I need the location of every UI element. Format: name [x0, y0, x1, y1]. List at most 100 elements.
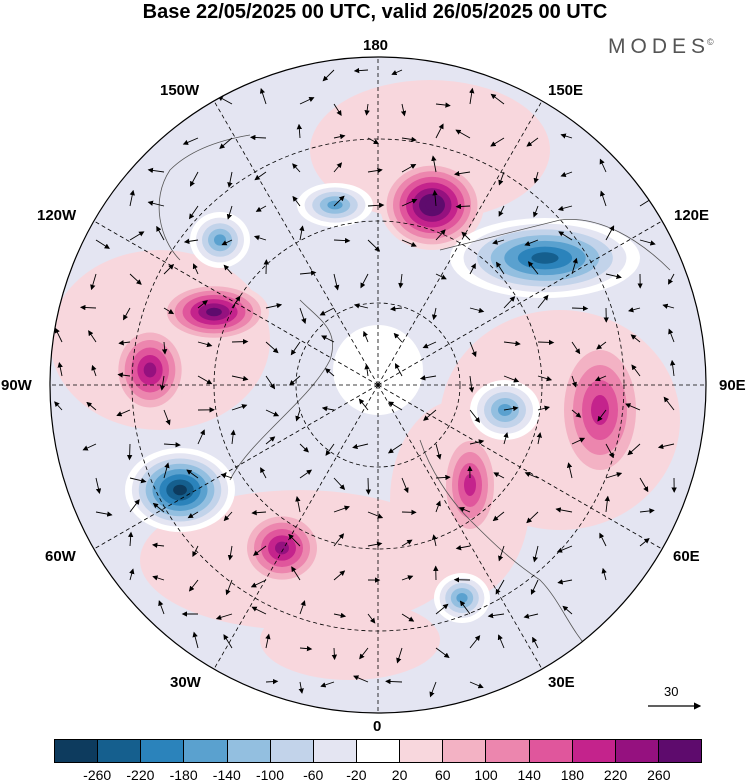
wind-arrow: [364, 103, 370, 116]
wind-arrow: [147, 200, 165, 207]
wind-arrow: [557, 579, 573, 585]
wind-arrow: [192, 631, 199, 649]
wind-arrow: [492, 239, 505, 245]
wind-arrow: [401, 198, 418, 207]
wind-arrow: [187, 511, 199, 519]
wind-arrow: [333, 162, 343, 173]
wind-arrow: [662, 303, 675, 309]
wind-arrow: [364, 363, 370, 377]
wind-arrow: [260, 467, 267, 479]
wind-arrow: [299, 469, 313, 479]
wind-arrow: [230, 429, 236, 445]
wind-arrow: [215, 613, 233, 620]
wind-arrow: [390, 306, 403, 312]
wind-arrow: [605, 443, 614, 459]
wind-arrow: [192, 263, 199, 275]
wind-arrow: [455, 203, 471, 210]
wind-arrow: [147, 167, 165, 174]
wind-arrow: [393, 332, 403, 343]
wind-arrow: [503, 296, 516, 309]
wind-arrow: [129, 499, 140, 513]
wind-arrow: [599, 190, 607, 207]
wind-arrow: [605, 273, 622, 280]
wind-arrow: [95, 239, 110, 249]
wind-arrow: [219, 137, 233, 149]
wind-arrow: [604, 495, 610, 513]
wind-arrow: [188, 579, 199, 592]
wind-arrow: [265, 633, 271, 649]
wind-arrow: [322, 69, 335, 82]
wind-arrow: [299, 645, 313, 652]
wind-arrow: [639, 477, 649, 493]
wind-arrow: [325, 443, 335, 456]
wind-arrow: [454, 170, 471, 177]
wind-arrow: [292, 163, 301, 173]
wind-arrow: [496, 261, 505, 275]
wind-arrow: [597, 409, 607, 422]
wind-arrow: [223, 511, 233, 522]
wind-arrow: [435, 603, 449, 615]
anomaly-contour-canada-high-north: [206, 307, 222, 317]
wind-arrow: [265, 341, 279, 354]
wind-arrow: [321, 406, 335, 412]
wind-arrow: [431, 307, 438, 321]
lon-label-90e: 90E: [719, 377, 746, 394]
wind-arrow: [435, 123, 444, 139]
wind-arrow: [250, 579, 267, 588]
wind-arrow: [469, 341, 477, 358]
wind-arrow: [469, 439, 485, 445]
colorbar-tick-label: 20: [391, 767, 408, 783]
colorbar-swatch: [443, 740, 487, 762]
wind-arrow: [627, 443, 641, 456]
wind-arrow: [161, 341, 168, 355]
wind-arrow: [129, 568, 135, 581]
wind-arrow: [435, 102, 451, 108]
colorbar-tick-label: -100: [255, 767, 285, 783]
colorbar-swatch: [98, 740, 142, 762]
wind-arrow: [118, 340, 131, 346]
colorbar-tick-label: 220: [603, 767, 628, 783]
wind-arrow: [532, 545, 539, 563]
wind-arrow: [435, 443, 442, 460]
wind-arrow: [599, 158, 607, 173]
coastlines: [158, 134, 671, 651]
wind-arrow: [458, 506, 471, 513]
wind-arrow: [163, 263, 175, 275]
wind-arrow: [435, 273, 447, 280]
wind-arrow: [129, 231, 145, 241]
meridian-line: [377, 99, 544, 386]
wind-arrow: [594, 375, 607, 382]
wind-arrow: [353, 675, 369, 683]
wind-arrow: [156, 225, 165, 241]
wind-arrow: [432, 189, 438, 207]
wind-arrow: [231, 404, 248, 411]
anomaly-fields: [50, 80, 680, 680]
wind-arrow: [503, 340, 521, 347]
wind-arrow: [117, 372, 131, 378]
wind-arrow: [231, 295, 241, 309]
coastline-scandinavia: [419, 439, 591, 651]
wind-arrow: [163, 409, 171, 426]
lon-label-60w: 60W: [45, 548, 76, 565]
wind-arrow: [435, 500, 441, 513]
wind-arrow: [163, 307, 175, 315]
anomaly-contour-west-siberia-high: [464, 474, 476, 496]
colorbar-swatch: [55, 740, 99, 762]
wind-arrow: [152, 502, 165, 513]
wind-arrow: [537, 339, 555, 346]
colorbar-swatch: [572, 740, 616, 762]
wind-arrow: [80, 304, 97, 311]
coastline-siberia: [439, 218, 671, 271]
wind-arrow: [497, 634, 505, 649]
wind-arrow: [299, 443, 309, 453]
colorbar-tick-label: -20: [346, 767, 367, 783]
wind-arrow: [299, 270, 317, 276]
wind-arrow: [220, 473, 233, 479]
colorbar: [54, 739, 702, 763]
wind-arrow: [333, 237, 351, 244]
wind-arrow: [223, 264, 233, 275]
colorbar-tick-label: -260: [83, 767, 112, 783]
wind-arrow: [498, 171, 505, 186]
anomaly-contour-east-siberia-high: [425, 199, 439, 211]
wind-arrow: [259, 87, 267, 105]
